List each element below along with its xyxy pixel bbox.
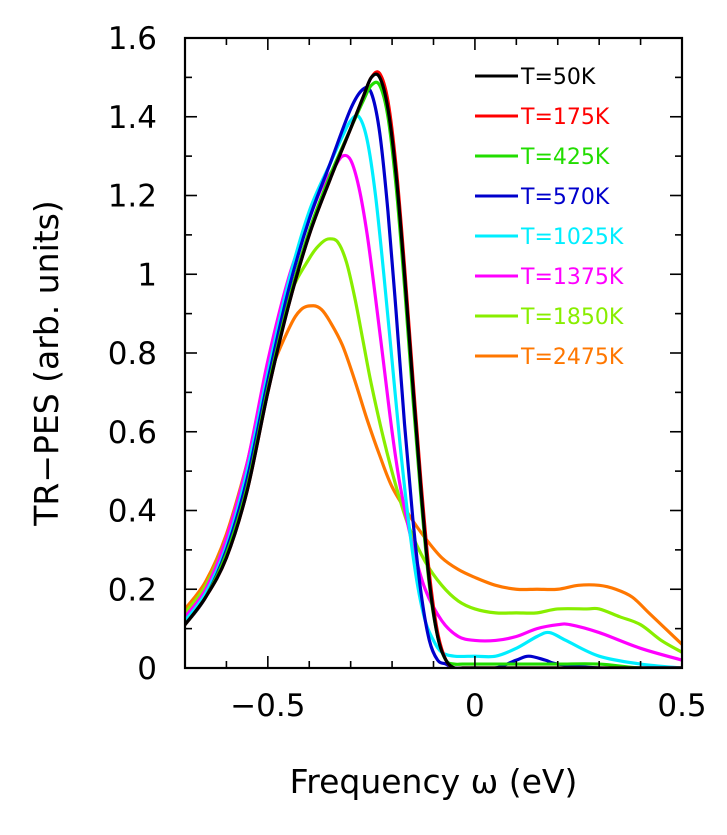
y-tick-label: 0.8 bbox=[108, 336, 157, 372]
y-axis-title: TR−PES (arb. units) bbox=[27, 200, 66, 527]
y-tick-label: 1.6 bbox=[108, 21, 157, 57]
x-tick-label: 0 bbox=[465, 688, 485, 724]
legend-label: T=2475K bbox=[520, 345, 624, 370]
series-line-t-570k bbox=[185, 85, 682, 668]
series-line-t-1025k bbox=[185, 113, 682, 668]
legend-item-t-1850k: T=1850K bbox=[475, 305, 624, 330]
legend-item-t-1025k: T=1025K bbox=[475, 225, 624, 250]
legend-label: T=1025K bbox=[520, 225, 624, 250]
series-line-t-50k bbox=[185, 72, 682, 668]
x-axis-title: Frequency ω (eV) bbox=[290, 762, 578, 801]
legend-item-t-50k: T=50K bbox=[475, 65, 596, 90]
series-line-t-1850k bbox=[185, 237, 682, 654]
legend-label: T=50K bbox=[520, 65, 596, 90]
y-tick-label: 1 bbox=[137, 257, 157, 293]
legend-item-t-2475k: T=2475K bbox=[475, 345, 624, 370]
legend: T=50K T=175K T=425K T=570K T=1025K T=1375K T=1… bbox=[475, 65, 624, 370]
y-tick-label: 1.2 bbox=[108, 179, 157, 215]
legend-item-t-425k: T=425K bbox=[475, 145, 610, 170]
legend-label: T=1850K bbox=[520, 305, 624, 330]
tick-labels: −0.5 0 0.5 0 0.2 0.4 0.6 0.8 1 1.2 1.4 1.6 bbox=[108, 21, 707, 724]
y-tick-label: 0 bbox=[137, 651, 157, 687]
legend-label: T=1375K bbox=[520, 265, 624, 290]
series-line-t-1375k bbox=[185, 153, 682, 662]
series-layer bbox=[185, 70, 682, 668]
y-tick-label: 0.2 bbox=[108, 572, 157, 608]
y-tick-label: 0.6 bbox=[108, 415, 157, 451]
legend-label: T=175K bbox=[520, 105, 610, 130]
legend-item-t-1375k: T=1375K bbox=[475, 265, 624, 290]
legend-item-t-570k: T=570K bbox=[475, 185, 610, 210]
legend-label: T=425K bbox=[520, 145, 610, 170]
y-tick-label: 1.4 bbox=[108, 100, 157, 136]
x-tick-label: 0.5 bbox=[657, 688, 706, 724]
axis-ticks bbox=[184, 37, 683, 669]
y-tick-label: 0.4 bbox=[108, 494, 157, 530]
legend-item-t-175k: T=175K bbox=[475, 105, 610, 130]
legend-label: T=570K bbox=[520, 185, 610, 210]
series-line-t-425k bbox=[185, 80, 682, 668]
x-tick-label: −0.5 bbox=[230, 688, 305, 724]
